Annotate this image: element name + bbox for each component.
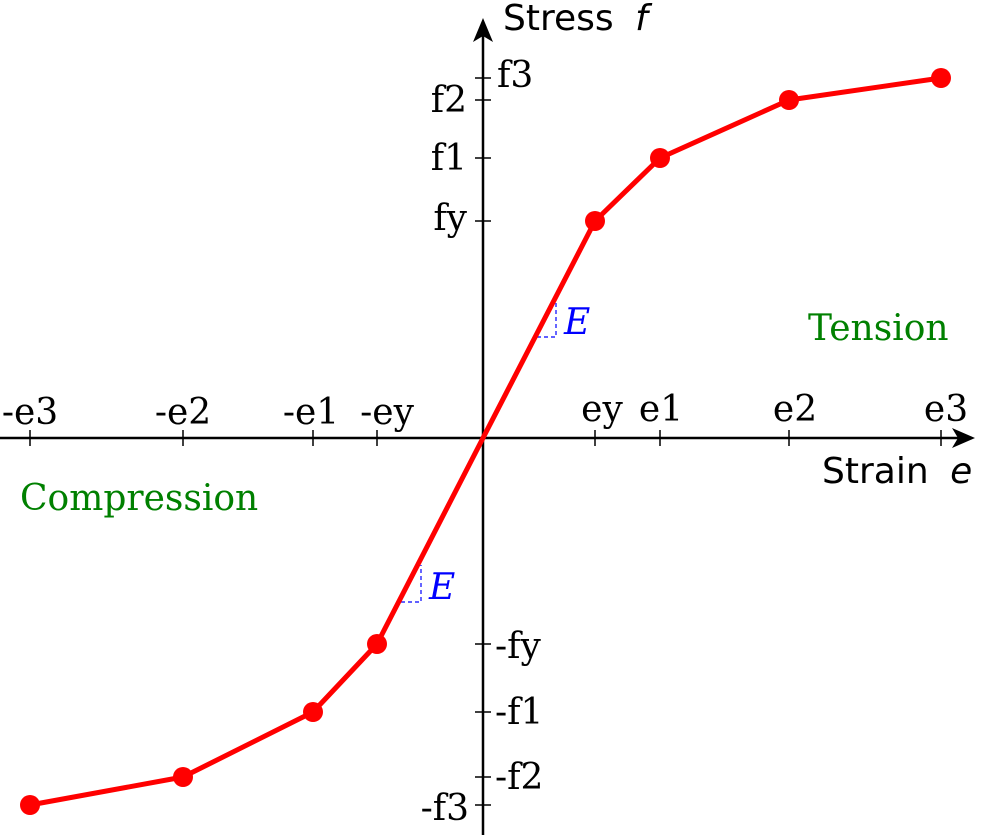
x-tick-marks <box>29 430 942 446</box>
y-tick-label: -fy <box>495 626 541 667</box>
x-tick-label: -e2 <box>155 392 211 433</box>
y-tick-marks <box>475 77 491 806</box>
x-tick-label: -e3 <box>2 392 58 433</box>
x-tick-label: e2 <box>773 389 817 430</box>
curve-point <box>931 68 951 88</box>
x-axis-symbol: e <box>950 451 972 492</box>
compression-slope-triangle <box>401 565 422 603</box>
tension-slope-label: E <box>563 302 590 343</box>
y-tick-label: f2 <box>431 80 467 121</box>
y-axis-symbol: f <box>635 0 653 39</box>
x-tick-label: -ey <box>360 392 414 433</box>
curve-points <box>20 68 951 815</box>
x-tick-label: -e1 <box>283 392 339 433</box>
curve-point <box>650 148 670 168</box>
y-tick-label: -f2 <box>495 757 543 798</box>
curve-point <box>585 211 605 231</box>
curve-point <box>303 702 323 722</box>
compression-slope-label: E <box>428 567 455 608</box>
stress-strain-curve <box>29 75 942 808</box>
curve-point <box>779 90 799 110</box>
curve-point <box>20 795 40 815</box>
tension-label: Tension <box>808 308 949 349</box>
tension-slope-triangle <box>537 300 557 338</box>
y-tick-label: f3 <box>497 55 533 96</box>
x-tick-label: e1 <box>639 389 683 430</box>
y-axis-title: Stress f <box>503 0 653 39</box>
y-axis-arrow-icon <box>473 18 493 42</box>
y-tick-label: -f1 <box>495 692 543 733</box>
y-axis-title-text: Stress <box>503 0 614 39</box>
compression-label: Compression <box>20 478 258 519</box>
y-tick-label: fy <box>433 198 467 239</box>
x-tick-label: e3 <box>924 389 968 430</box>
curve-point <box>173 767 193 787</box>
x-axis-arrow-icon <box>952 428 975 448</box>
curve-point <box>367 634 387 654</box>
x-axis-title-text: Strain <box>822 451 929 492</box>
y-tick-label: -f3 <box>421 788 469 829</box>
x-tick-label: ey <box>581 389 623 430</box>
x-axis-title: Strain e <box>822 451 972 492</box>
y-tick-label: f1 <box>431 138 467 179</box>
